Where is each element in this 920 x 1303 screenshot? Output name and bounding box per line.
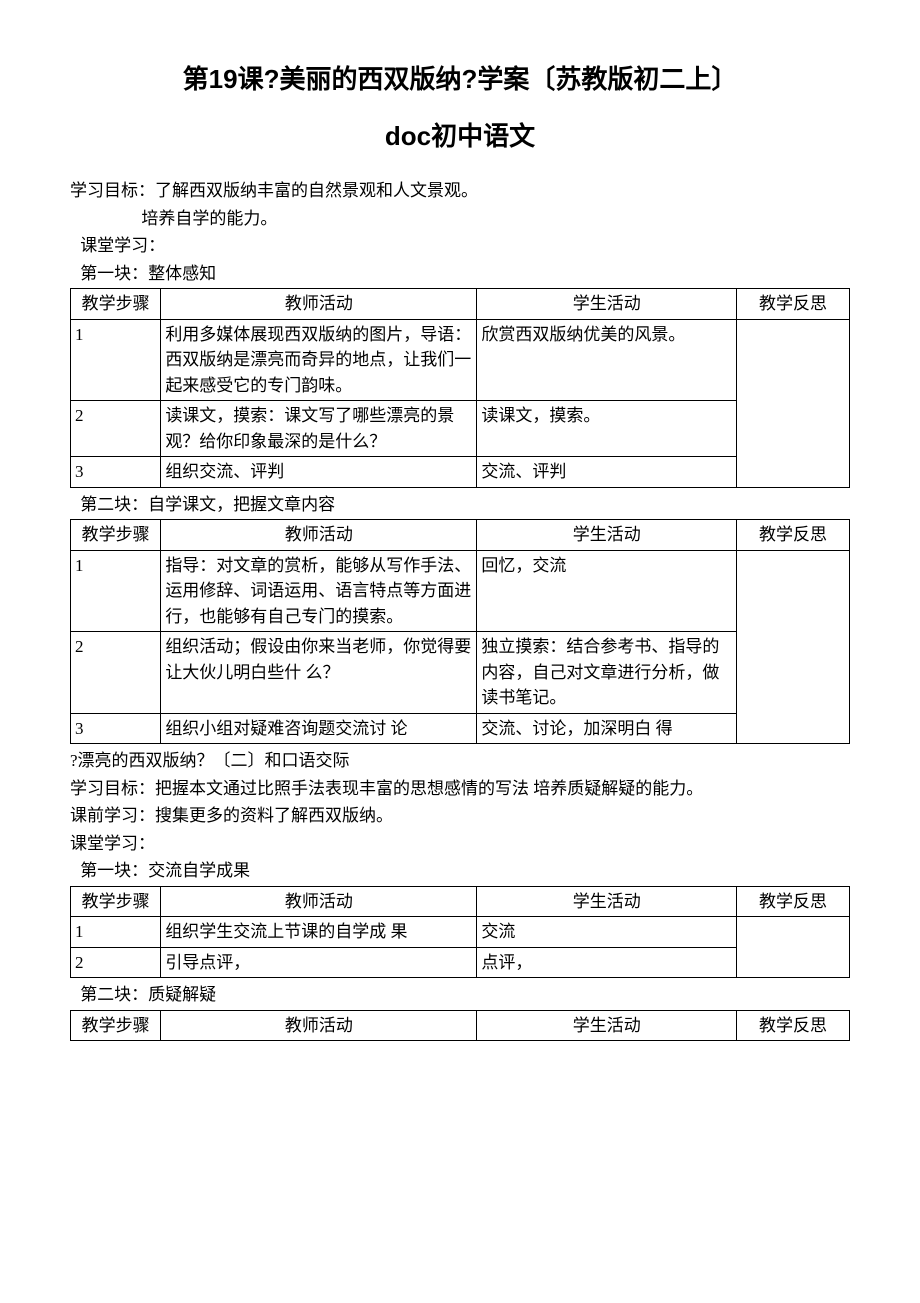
cell-reflect — [737, 917, 850, 978]
class-label: 课堂学习： — [70, 233, 850, 259]
col-teacher: 教师活动 — [161, 1010, 477, 1041]
table-header-row: 教学步骤 教师活动 学生活动 教学反思 — [71, 886, 850, 917]
col-reflect: 教学反思 — [737, 289, 850, 320]
cell-step: 3 — [71, 457, 161, 488]
cell-teacher: 利用多媒体展现西双版纳的图片，导语：西双版纳是漂亮而奇异的地点，让我们一起来感受… — [161, 319, 477, 401]
cell-teacher: 组织活动；假设由你来当老师，你觉得要让大伙儿明白些什 么？ — [161, 632, 477, 714]
col-step: 教学步骤 — [71, 289, 161, 320]
col-reflect: 教学反思 — [737, 520, 850, 551]
col-student: 学生活动 — [477, 1010, 737, 1041]
cell-student: 交流、评判 — [477, 457, 737, 488]
cell-step: 2 — [71, 632, 161, 714]
col-student: 学生活动 — [477, 886, 737, 917]
mid-line4: 课堂学习： — [70, 831, 850, 857]
cell-student: 欣赏西双版纳优美的风景。 — [477, 319, 737, 401]
block2-caption: 第二块：自学课文，把握文章内容 — [70, 492, 850, 518]
cell-step: 2 — [71, 947, 161, 978]
cell-step: 1 — [71, 917, 161, 948]
cell-teacher: 读课文，摸索：课文写了哪些漂亮的景观？给你印象最深的是什么？ — [161, 401, 477, 457]
cell-teacher: 指导：对文章的赏析，能够从写作手法、运用修辞、词语运用、语言特点等方面进行，也能… — [161, 550, 477, 632]
col-teacher: 教师活动 — [161, 520, 477, 551]
table-header-row: 教学步骤 教师活动 学生活动 教学反思 — [71, 520, 850, 551]
col-step: 教学步骤 — [71, 520, 161, 551]
col-reflect: 教学反思 — [737, 886, 850, 917]
table-row: 1 利用多媒体展现西双版纳的图片，导语：西双版纳是漂亮而奇异的地点，让我们一起来… — [71, 319, 850, 401]
col-teacher: 教师活动 — [161, 886, 477, 917]
block1-caption: 第一块：整体感知 — [70, 261, 850, 287]
goal-line: 学习目标：了解西双版纳丰富的自然景观和人文景观。 — [70, 178, 850, 204]
block4-caption: 第二块：质疑解疑 — [70, 982, 850, 1008]
cell-teacher: 组织交流、评判 — [161, 457, 477, 488]
goal-label: 学习目标： — [70, 181, 155, 200]
block1-table: 教学步骤 教师活动 学生活动 教学反思 1 利用多媒体展现西双版纳的图片，导语：… — [70, 288, 850, 488]
cell-student: 回忆，交流 — [477, 550, 737, 632]
col-reflect: 教学反思 — [737, 1010, 850, 1041]
page-title: 第19课?美丽的西双版纳?学案〔苏教版初二上〕 — [70, 60, 850, 99]
mid-line1: ?漂亮的西双版纳？〔二〕和口语交际 — [70, 748, 850, 774]
col-teacher: 教师活动 — [161, 289, 477, 320]
mid-line3: 课前学习：搜集更多的资料了解西双版纳。 — [70, 803, 850, 829]
mid-line2: 学习目标：把握本文通过比照手法表现丰富的思想感情的写法 培养质疑解疑的能力。 — [70, 776, 850, 802]
table-row: 2 读课文，摸索：课文写了哪些漂亮的景观？给你印象最深的是什么？ 读课文，摸索。 — [71, 401, 850, 457]
table-row: 1 指导：对文章的赏析，能够从写作手法、运用修辞、词语运用、语言特点等方面进行，… — [71, 550, 850, 632]
cell-reflect — [737, 319, 850, 487]
table-row: 2 组织活动；假设由你来当老师，你觉得要让大伙儿明白些什 么？ 独立摸索：结合参… — [71, 632, 850, 714]
col-student: 学生活动 — [477, 289, 737, 320]
cell-teacher: 引导点评， — [161, 947, 477, 978]
block2-table: 教学步骤 教师活动 学生活动 教学反思 1 指导：对文章的赏析，能够从写作手法、… — [70, 519, 850, 744]
table-row: 2 引导点评， 点评， — [71, 947, 850, 978]
cell-step: 1 — [71, 319, 161, 401]
table-row: 3 组织小组对疑难咨询题交流讨 论 交流、讨论，加深明白 得 — [71, 713, 850, 744]
cell-student: 独立摸索：结合参考书、指导的内容，自己对文章进行分析，做读书笔记。 — [477, 632, 737, 714]
cell-step: 3 — [71, 713, 161, 744]
page-subtitle: doc初中语文 — [70, 117, 850, 156]
cell-student: 读课文，摸索。 — [477, 401, 737, 457]
cell-student: 交流、讨论，加深明白 得 — [477, 713, 737, 744]
cell-student: 点评， — [477, 947, 737, 978]
col-step: 教学步骤 — [71, 1010, 161, 1041]
cell-teacher: 组织学生交流上节课的自学成 果 — [161, 917, 477, 948]
cell-step: 2 — [71, 401, 161, 457]
cell-reflect — [737, 550, 850, 744]
cell-step: 1 — [71, 550, 161, 632]
cell-teacher: 组织小组对疑难咨询题交流讨 论 — [161, 713, 477, 744]
block3-table: 教学步骤 教师活动 学生活动 教学反思 1 组织学生交流上节课的自学成 果 交流… — [70, 886, 850, 979]
block3-caption: 第一块：交流自学成果 — [70, 858, 850, 884]
goal-text: 了解西双版纳丰富的自然景观和人文景观。 — [155, 181, 478, 200]
table-header-row: 教学步骤 教师活动 学生活动 教学反思 — [71, 1010, 850, 1041]
col-student: 学生活动 — [477, 520, 737, 551]
col-step: 教学步骤 — [71, 886, 161, 917]
table-header-row: 教学步骤 教师活动 学生活动 教学反思 — [71, 289, 850, 320]
block4-table: 教学步骤 教师活动 学生活动 教学反思 — [70, 1010, 850, 1042]
goal-sub: 培养自学的能力。 — [70, 206, 850, 232]
table-row: 1 组织学生交流上节课的自学成 果 交流 — [71, 917, 850, 948]
table-row: 3 组织交流、评判 交流、评判 — [71, 457, 850, 488]
cell-student: 交流 — [477, 917, 737, 948]
